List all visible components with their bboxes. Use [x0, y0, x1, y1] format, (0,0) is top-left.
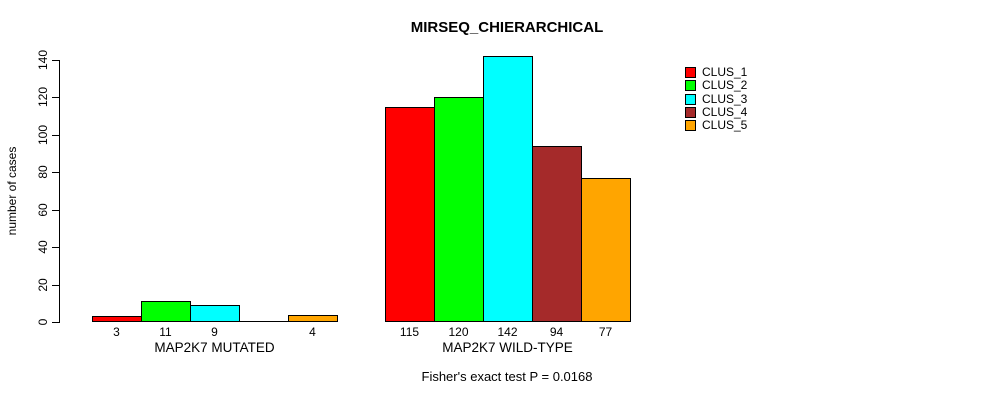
- legend-swatch-clus_3: [685, 93, 696, 105]
- fisher-test-annotation: Fisher's exact test P = 0.0168: [421, 369, 593, 384]
- y-axis-tick: [52, 247, 59, 248]
- bar-value-label: 3: [113, 325, 120, 339]
- legend-swatch-clus_2: [685, 80, 696, 92]
- bar-map2k7-wild-type-clus_4: [532, 146, 582, 322]
- y-axis-line: [59, 60, 60, 323]
- bar-value-label: 11: [159, 325, 172, 339]
- y-axis-tick: [52, 285, 59, 286]
- legend-label-clus_4: CLUS_4: [702, 104, 748, 119]
- y-axis-tick: [52, 322, 59, 323]
- legend-label-clus_1: CLUS_1: [702, 65, 748, 79]
- bar-value-label: 120: [448, 325, 469, 339]
- category-label: MAP2K7 MUTATED: [154, 340, 275, 355]
- legend-swatch-clus_1: [685, 67, 696, 78]
- bar-value-label: 142: [497, 325, 518, 339]
- bar-map2k7-wild-type-clus_3: [483, 56, 533, 322]
- bar-map2k7-mutated-clus_4: [239, 321, 289, 322]
- y-axis-tick-label: 60: [36, 203, 50, 217]
- y-axis-tick: [52, 135, 59, 136]
- legend-swatch-clus_4: [685, 106, 696, 118]
- bar-map2k7-wild-type-clus_1: [385, 107, 435, 322]
- chart-title: MIRSEQ_CHIERARCHICAL: [410, 19, 604, 36]
- bar-map2k7-wild-type-clus_2: [434, 97, 484, 322]
- y-axis-label: number of cases: [5, 146, 19, 236]
- y-axis-tick-label: 140: [36, 49, 50, 71]
- legend-label-clus_5: CLUS_5: [702, 118, 748, 133]
- y-axis-tick: [52, 60, 59, 61]
- bar-value-label: 115: [399, 325, 420, 339]
- bar-map2k7-mutated-clus_1: [92, 316, 142, 322]
- bar-value-label: 4: [309, 325, 316, 339]
- y-axis-tick: [52, 172, 59, 173]
- bar-map2k7-mutated-clus_2: [141, 301, 191, 322]
- bar-map2k7-wild-type-clus_5: [581, 178, 631, 322]
- y-axis-tick-label: 120: [36, 86, 50, 108]
- y-axis-tick-label: 20: [36, 278, 50, 292]
- y-axis-tick-label: 100: [36, 124, 50, 146]
- y-axis-tick-label: 0: [36, 318, 50, 326]
- bar-value-label: 9: [211, 325, 218, 339]
- bar-value-label: 94: [549, 325, 564, 339]
- y-axis-tick: [52, 97, 59, 98]
- legend-swatch-clus_5: [685, 120, 696, 132]
- y-axis-tick: [52, 210, 59, 211]
- bar-map2k7-mutated-clus_3: [190, 305, 240, 322]
- bar-map2k7-mutated-clus_5: [288, 315, 338, 322]
- legend-label-clus_3: CLUS_3: [702, 91, 748, 106]
- y-axis-tick-label: 80: [36, 165, 50, 179]
- y-axis-tick-label: 40: [36, 240, 50, 254]
- category-label: MAP2K7 WILD-TYPE: [442, 340, 573, 355]
- bar-value-label: 77: [598, 325, 613, 339]
- legend-label-clus_2: CLUS_2: [702, 78, 748, 93]
